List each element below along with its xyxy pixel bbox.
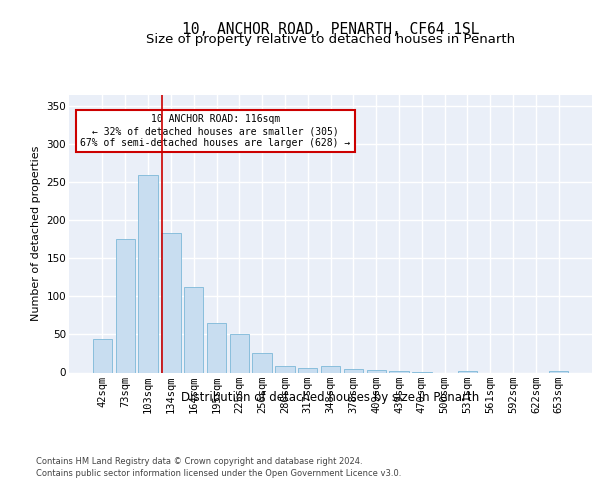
Bar	[321, 366, 340, 372]
Bar	[367, 370, 386, 372]
Bar	[253, 354, 272, 372]
Bar	[458, 371, 477, 372]
Bar	[116, 240, 135, 372]
Bar	[344, 368, 363, 372]
Bar	[298, 368, 317, 372]
Bar	[549, 371, 568, 372]
Text: Size of property relative to detached houses in Penarth: Size of property relative to detached ho…	[146, 34, 515, 46]
Bar	[161, 234, 181, 372]
Bar	[389, 371, 409, 372]
Bar	[139, 175, 158, 372]
Text: 10 ANCHOR ROAD: 116sqm
← 32% of detached houses are smaller (305)
67% of semi-de: 10 ANCHOR ROAD: 116sqm ← 32% of detached…	[80, 114, 350, 148]
Y-axis label: Number of detached properties: Number of detached properties	[31, 146, 41, 322]
Text: 10, ANCHOR ROAD, PENARTH, CF64 1SL: 10, ANCHOR ROAD, PENARTH, CF64 1SL	[182, 22, 479, 36]
Text: Contains public sector information licensed under the Open Government Licence v3: Contains public sector information licen…	[36, 469, 401, 478]
Bar	[207, 323, 226, 372]
Bar	[184, 286, 203, 372]
Bar	[230, 334, 249, 372]
Text: Contains HM Land Registry data © Crown copyright and database right 2024.: Contains HM Land Registry data © Crown c…	[36, 457, 362, 466]
Text: Distribution of detached houses by size in Penarth: Distribution of detached houses by size …	[181, 391, 480, 404]
Bar	[93, 339, 112, 372]
Bar	[275, 366, 295, 372]
